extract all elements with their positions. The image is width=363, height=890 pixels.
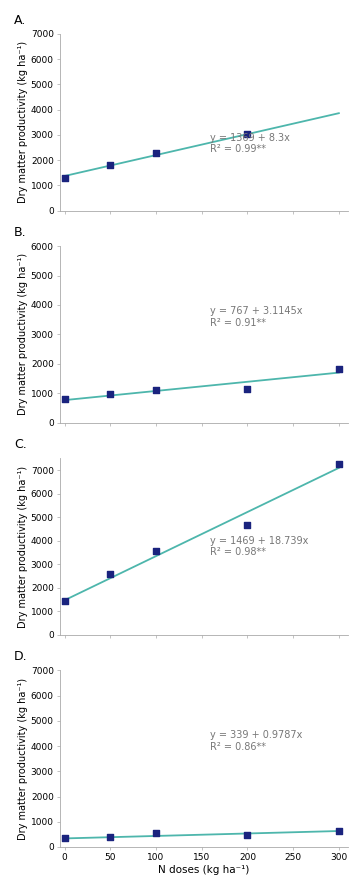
Point bbox=[245, 382, 250, 396]
Point bbox=[336, 824, 342, 838]
Point bbox=[245, 518, 250, 532]
Y-axis label: Dry matter productivity (kg ha⁻¹): Dry matter productivity (kg ha⁻¹) bbox=[18, 677, 28, 840]
Point bbox=[62, 392, 68, 406]
Y-axis label: Dry matter productivity (kg ha⁻¹): Dry matter productivity (kg ha⁻¹) bbox=[18, 465, 28, 627]
Point bbox=[153, 383, 159, 397]
Point bbox=[153, 145, 159, 159]
Text: y = 767 + 3.1145x
R² = 0.91**: y = 767 + 3.1145x R² = 0.91** bbox=[210, 306, 302, 328]
Point bbox=[107, 387, 113, 401]
Y-axis label: Dry matter productivity (kg ha⁻¹): Dry matter productivity (kg ha⁻¹) bbox=[18, 254, 28, 416]
X-axis label: N doses (kg ha⁻¹): N doses (kg ha⁻¹) bbox=[158, 865, 250, 875]
Text: y = 339 + 0.9787x
R² = 0.86**: y = 339 + 0.9787x R² = 0.86** bbox=[210, 730, 302, 752]
Text: D.: D. bbox=[14, 651, 28, 663]
Text: y = 1369 + 8.3x
R² = 0.99**: y = 1369 + 8.3x R² = 0.99** bbox=[210, 133, 290, 154]
Point bbox=[107, 830, 113, 845]
Text: y = 1469 + 18.739x
R² = 0.98**: y = 1469 + 18.739x R² = 0.98** bbox=[210, 536, 308, 557]
Point bbox=[153, 826, 159, 840]
Point bbox=[62, 594, 68, 608]
Point bbox=[107, 567, 113, 581]
Point bbox=[62, 171, 68, 185]
Point bbox=[107, 158, 113, 173]
Point bbox=[62, 831, 68, 845]
Text: C.: C. bbox=[14, 438, 27, 451]
Point bbox=[336, 457, 342, 472]
Point bbox=[153, 544, 159, 558]
Point bbox=[245, 828, 250, 842]
Text: A.: A. bbox=[14, 14, 26, 27]
Point bbox=[336, 362, 342, 376]
Y-axis label: Dry matter productivity (kg ha⁻¹): Dry matter productivity (kg ha⁻¹) bbox=[18, 41, 28, 203]
Point bbox=[245, 126, 250, 141]
Text: B.: B. bbox=[14, 226, 26, 239]
